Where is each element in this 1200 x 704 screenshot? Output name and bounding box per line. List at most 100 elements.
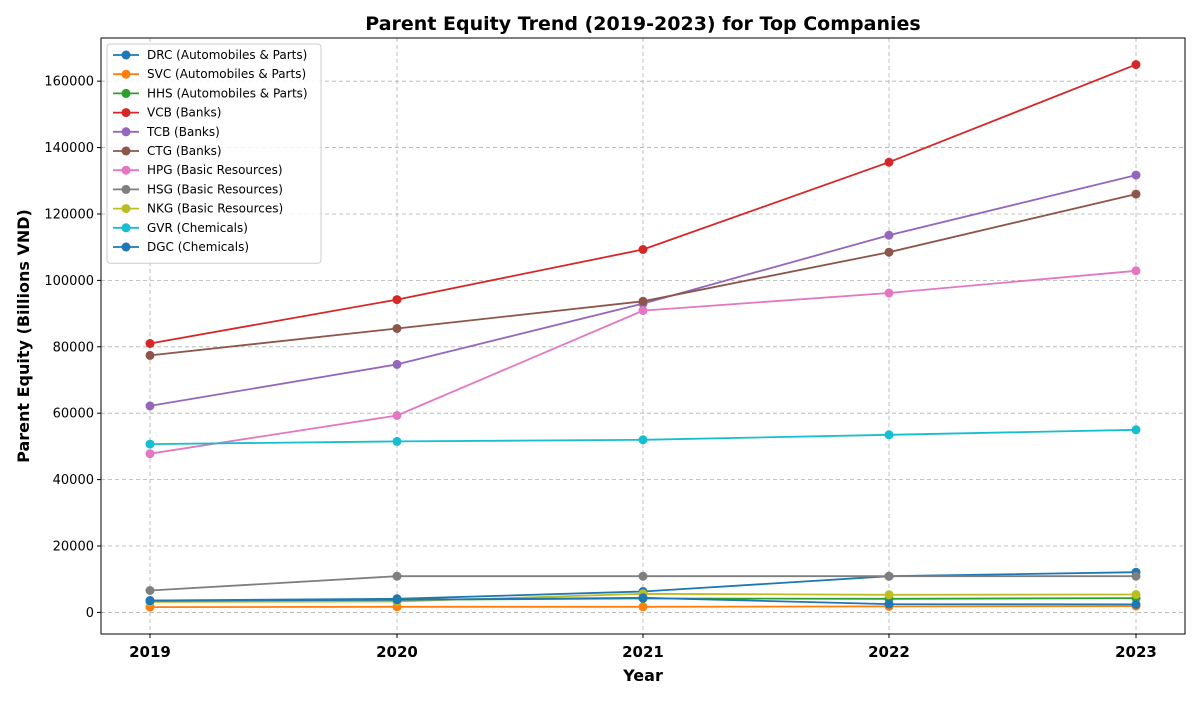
y-axis-ticks: 0 20000 40000 60000 80000 100000 120000 140000 1…: [44, 75, 101, 621]
y-tick-label: 160000: [44, 75, 94, 90]
legend-box: [106, 43, 322, 264]
chart-title: Parent Equity Trend (2019-2023) for Top …: [365, 13, 920, 35]
y-tick-label: 80000: [53, 340, 94, 355]
legend-item: DGC (Chemicals): [113, 240, 249, 254]
legend-label: DGC (Chemicals): [147, 240, 249, 254]
legend-marker: [121, 69, 131, 79]
legend-item: TCB (Banks): [113, 125, 220, 139]
data-point: [392, 571, 402, 581]
legend-label: TCB (Banks): [146, 125, 220, 139]
data-point: [145, 350, 155, 360]
series-ctg: [145, 189, 1141, 360]
data-point: [884, 571, 894, 581]
legend-label: VCB (Banks): [147, 106, 221, 120]
data-point: [145, 586, 155, 595]
legend-item: HPG (Basic Resources): [113, 163, 283, 177]
series-gvr: [145, 425, 1141, 449]
data-point: [392, 411, 402, 420]
data-point: [638, 435, 648, 445]
series-hsg: [145, 571, 1141, 595]
legend-label: HSG (Basic Resources): [147, 182, 283, 196]
legend-marker: [121, 242, 131, 252]
data-point: [884, 288, 894, 298]
legend-item: CTG (Banks): [113, 144, 222, 158]
x-tick-label: 2020: [376, 643, 418, 661]
legend-label: HHS (Automobiles & Parts): [147, 86, 308, 100]
data-point: [638, 593, 648, 603]
legend-marker: [121, 108, 131, 118]
data-point: [1131, 425, 1141, 435]
data-point: [145, 439, 155, 449]
legend-label: SVC (Automobiles & Parts): [147, 67, 306, 81]
legend-label: GVR (Chemicals): [147, 221, 248, 235]
data-point: [884, 247, 894, 257]
y-tick-label: 60000: [53, 407, 94, 422]
legend-marker: [121, 88, 131, 98]
data-point: [1131, 60, 1141, 70]
data-point: [884, 157, 894, 167]
y-tick-label: 140000: [44, 141, 94, 156]
data-point: [1131, 599, 1141, 609]
legend-label: NKG (Basic Resources): [147, 202, 283, 216]
y-tick-label: 120000: [44, 207, 94, 222]
y-axis-label: Parent Equity (Billions VND): [14, 209, 33, 463]
grid-lines: [101, 38, 1185, 634]
legend-marker: [121, 223, 131, 233]
legend-item: HSG (Basic Resources): [113, 182, 283, 196]
data-point: [392, 324, 402, 333]
data-point: [145, 401, 155, 411]
series-vcb: [145, 60, 1141, 348]
data-point: [884, 599, 894, 609]
plot-frame: [100, 37, 1186, 635]
legend-marker: [121, 146, 131, 156]
data-point: [638, 306, 648, 316]
x-tick-label: 2023: [1115, 643, 1157, 661]
data-point: [884, 590, 894, 600]
series-hpg: [145, 266, 1141, 459]
legend-item: VCB (Banks): [113, 106, 221, 120]
data-point: [638, 245, 648, 254]
legend-marker: [121, 127, 131, 137]
data-point: [145, 449, 155, 459]
y-tick-label: 100000: [44, 274, 94, 289]
series-svc: [145, 601, 1141, 612]
data-point: [392, 359, 402, 369]
legend-item: DRC (Automobiles & Parts): [113, 48, 307, 62]
legend-item: NKG (Basic Resources): [113, 202, 283, 216]
series-dgc: [145, 593, 1141, 609]
legend-label: CTG (Banks): [147, 144, 222, 158]
data-point: [1131, 189, 1141, 199]
legend-marker: [121, 204, 131, 214]
legend-marker: [121, 165, 131, 175]
legend-label: HPG (Basic Resources): [147, 163, 283, 177]
legend: DRC (Automobiles & Parts) SVC (Automobile…: [106, 43, 322, 264]
data-point: [1131, 590, 1141, 599]
data-point: [638, 296, 648, 306]
data-point: [884, 430, 894, 440]
x-tick-label: 2019: [129, 643, 171, 661]
legend-marker: [121, 184, 131, 194]
x-tick-label: 2022: [868, 643, 910, 661]
data-point: [638, 602, 648, 612]
legend-item: HHS (Automobiles & Parts): [113, 86, 308, 100]
series-lines: [145, 60, 1141, 612]
legend-label: DRC (Automobiles & Parts): [147, 48, 307, 62]
data-point: [145, 596, 155, 606]
x-axis-ticks: 2019 2020 2021 2022 2023: [129, 634, 1157, 661]
y-tick-label: 40000: [53, 473, 94, 488]
x-axis-label: Year: [622, 666, 663, 685]
legend-marker: [121, 50, 131, 60]
data-point: [638, 571, 648, 581]
data-point: [1131, 571, 1141, 581]
data-point: [884, 230, 894, 240]
data-point: [145, 339, 155, 348]
data-point: [392, 436, 402, 446]
data-point: [1131, 170, 1141, 180]
legend-item: GVR (Chemicals): [113, 221, 248, 235]
y-tick-label: 0: [86, 606, 94, 621]
data-point: [392, 595, 402, 605]
x-tick-label: 2021: [622, 643, 664, 661]
legend-item: SVC (Automobiles & Parts): [113, 67, 306, 81]
